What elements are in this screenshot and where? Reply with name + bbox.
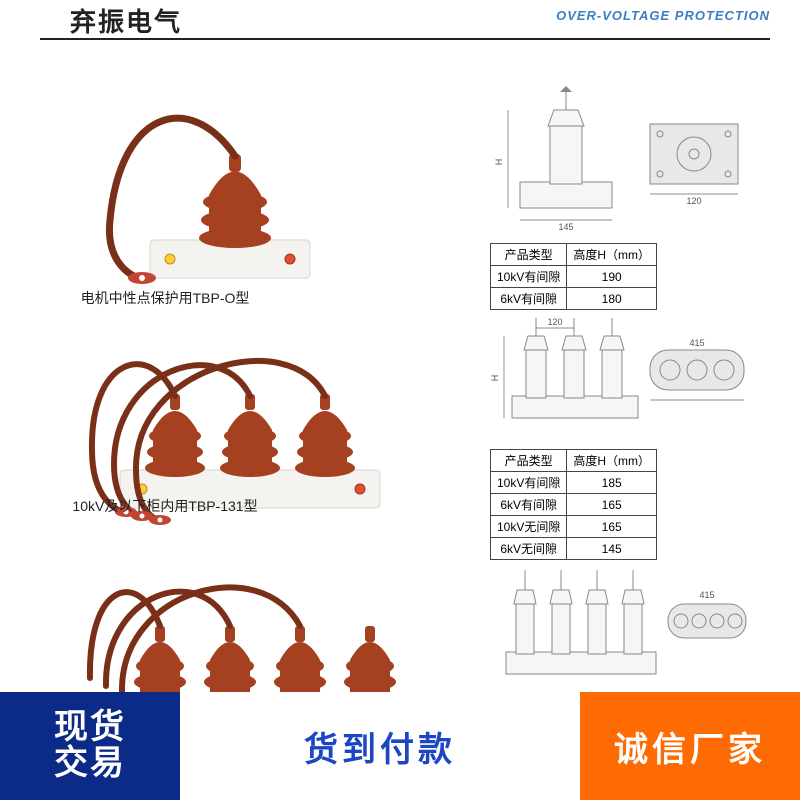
dimension-block-2: 120 H 415 产品类型 高度H（mm） 10kV	[490, 306, 770, 560]
footer-right: 诚信厂家	[580, 692, 800, 800]
col-height: 高度H（mm）	[567, 450, 657, 472]
dimension-drawing-1: 145 H 120	[490, 80, 750, 230]
col-type: 产品类型	[491, 450, 567, 472]
footer-mid-text: 货到付款	[304, 722, 456, 771]
product-photo-1	[80, 100, 410, 300]
dim-span-3: 415	[699, 590, 714, 600]
caption-2: 10kV及以下柜内用TBP-131型	[0, 496, 330, 516]
col-height: 高度H（mm）	[567, 244, 657, 266]
footer-left-line1: 现货	[54, 710, 126, 746]
col-type: 产品类型	[491, 244, 567, 266]
dimension-block-1: 145 H 120	[490, 80, 770, 310]
footer-mid: 货到付款	[180, 692, 580, 800]
brand-title: 弃振电气	[70, 2, 182, 39]
catalogue-page: 弃振电气 OVER-VOLTAGE PROTECTION	[0, 0, 800, 800]
footer-badge-stock: 现货 交易	[0, 692, 180, 800]
page-header: 弃振电气 OVER-VOLTAGE PROTECTION	[40, 8, 770, 44]
header-rule	[40, 38, 770, 40]
dimension-drawing-2: 120 H 415	[490, 306, 750, 436]
dimension-drawing-3: 415	[490, 554, 750, 694]
dim-pitch-2: 120	[547, 317, 562, 327]
table-row: 10kV无间隙165	[491, 516, 657, 538]
header-subtitle: OVER-VOLTAGE PROTECTION	[556, 8, 770, 23]
dim-span-2: 415	[689, 338, 704, 348]
section-tbp-o: 电机中性点保护用TBP-O型 145 H	[0, 60, 800, 290]
dim-w-1: 145	[558, 222, 573, 230]
table-row: 10kV有间隙185	[491, 472, 657, 494]
svg-text:H: H	[490, 375, 500, 382]
footer-right-text: 诚信厂家	[614, 722, 766, 771]
table-row: 6kV有间隙165	[491, 494, 657, 516]
promo-footer: 现货 交易 货到付款 诚信厂家	[0, 692, 800, 800]
svg-text:H: H	[494, 159, 504, 166]
dim-gap-1: 120	[686, 196, 701, 206]
table-row: 产品类型 高度H（mm）	[491, 244, 657, 266]
dimension-block-3: 415	[490, 554, 770, 699]
table-row: 10kV有间隙190	[491, 266, 657, 288]
section-tbp-131: 10kV及以下柜内用TBP-131型 120 H	[0, 300, 800, 540]
table-row: 产品类型 高度H（mm）	[491, 450, 657, 472]
spec-table-2: 产品类型 高度H（mm） 10kV有间隙185 6kV有间隙165 10kV无间…	[490, 449, 657, 560]
product-svg-1	[80, 100, 410, 300]
footer-left-line2: 交易	[54, 746, 126, 782]
